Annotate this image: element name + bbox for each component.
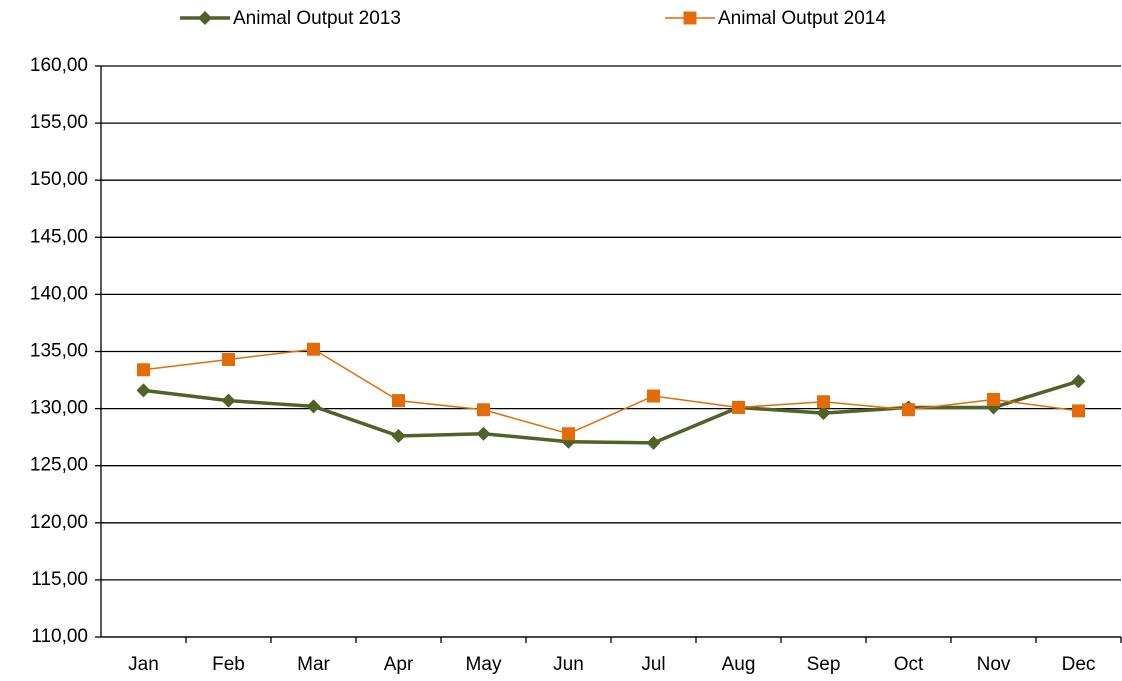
- legend-marker: [683, 11, 697, 25]
- x-tick-label: Dec: [1062, 654, 1096, 675]
- point: [136, 383, 151, 398]
- point: [476, 426, 491, 441]
- legend-label: Animal Output 2014: [718, 8, 886, 29]
- y-tick-label: 135,00: [30, 341, 88, 362]
- x-tick-label: Jan: [128, 654, 159, 675]
- legend-label: Animal Output 2013: [233, 8, 401, 29]
- x-tick-label: Apr: [384, 654, 414, 675]
- x-tick-label: Jul: [641, 654, 665, 675]
- y-tick-label: 115,00: [31, 569, 88, 590]
- point: [307, 342, 320, 356]
- x-tick-label: May: [466, 654, 502, 675]
- point: [392, 394, 405, 408]
- point: [562, 427, 575, 441]
- point: [732, 400, 745, 414]
- point: [306, 399, 321, 414]
- y-tick-label: 150,00: [30, 169, 88, 190]
- point: [817, 395, 830, 409]
- y-tick-label: 145,00: [30, 226, 88, 247]
- x-tick-label: Jun: [553, 654, 584, 675]
- point: [137, 363, 150, 377]
- point: [646, 435, 661, 450]
- legend-marker: [198, 11, 212, 25]
- y-tick-label: 125,00: [30, 455, 88, 476]
- x-tick-label: Oct: [894, 654, 924, 675]
- x-tick-label: Mar: [297, 654, 330, 675]
- x-tick-label: Aug: [722, 654, 756, 675]
- point: [987, 392, 1000, 406]
- y-tick-label: 160,00: [30, 55, 88, 76]
- point: [902, 403, 915, 417]
- point: [477, 403, 490, 417]
- y-tick-label: 130,00: [30, 398, 88, 419]
- point: [647, 389, 660, 403]
- point: [391, 429, 406, 444]
- x-tick-label: Sep: [807, 654, 841, 675]
- x-tick-label: Feb: [212, 654, 245, 675]
- point: [1072, 404, 1085, 418]
- series-line: [143, 379, 1080, 445]
- y-tick-label: 120,00: [30, 512, 88, 533]
- series-line: [143, 348, 1079, 435]
- y-tick-label: 140,00: [30, 283, 88, 304]
- point: [816, 406, 831, 421]
- point: [1071, 374, 1086, 389]
- x-tick-label: Nov: [977, 654, 1011, 675]
- y-tick-label: 110,00: [31, 626, 88, 647]
- point: [221, 393, 236, 408]
- point: [222, 352, 235, 366]
- y-tick-label: 155,00: [30, 112, 88, 133]
